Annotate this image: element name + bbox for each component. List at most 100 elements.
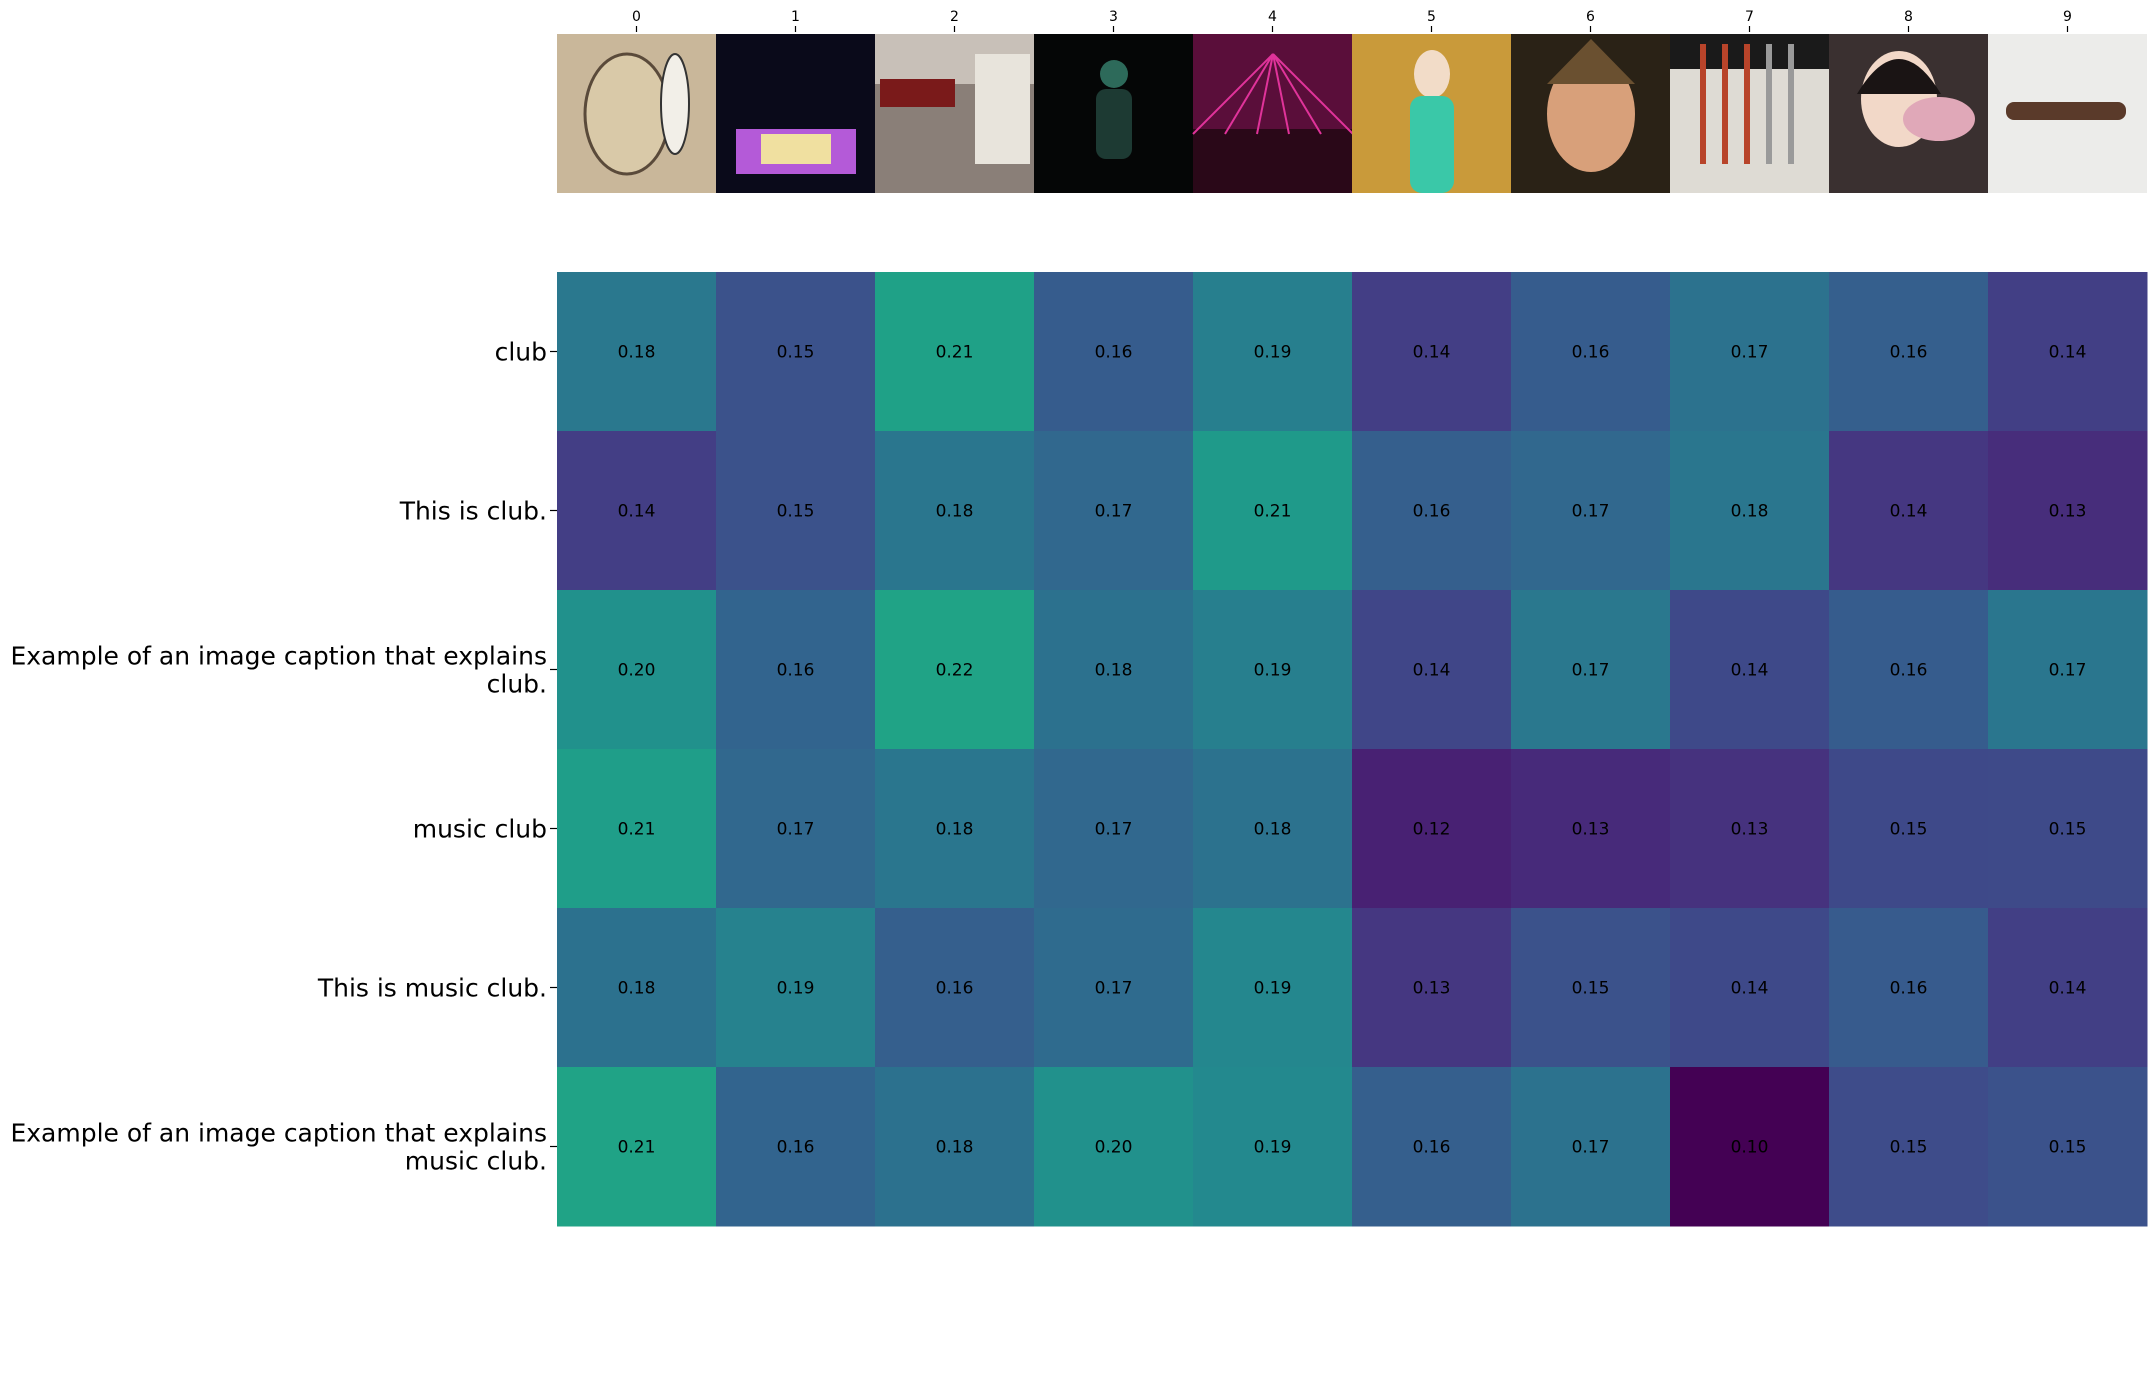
- cell-value-label: 0.16: [1413, 502, 1451, 522]
- cell-value-label: 0.16: [777, 661, 815, 681]
- cell-value-label: 0.13: [1731, 820, 1769, 840]
- cell-value-label: 0.14: [1413, 661, 1451, 681]
- heatmap-cell: [1034, 1067, 1194, 1227]
- cell-value-label: 0.15: [1890, 1138, 1928, 1158]
- heatmap-cell: [1829, 431, 1989, 591]
- man-portrait-photo: [1511, 34, 1670, 193]
- cell-value-label: 0.14: [1731, 661, 1769, 681]
- cell-value-label: 0.21: [936, 343, 974, 363]
- heatmap-cell: [557, 431, 717, 591]
- cell-value-label: 0.19: [1254, 661, 1292, 681]
- concert-stage-photo: [716, 34, 875, 193]
- cell-value-label: 0.17: [777, 820, 815, 840]
- heatmap-cell: [1193, 272, 1353, 432]
- heatmap-cell: [1670, 749, 1830, 909]
- cell-value-label: 0.16: [936, 979, 974, 999]
- heatmap-cell: [1352, 272, 1512, 432]
- heatmap-cell: [1829, 1067, 1989, 1227]
- cell-value-label: 0.14: [1731, 979, 1769, 999]
- heatmap-cell: [716, 272, 876, 432]
- x-tick-label: 2: [950, 9, 959, 25]
- y-tick-label: This is music club.: [317, 974, 547, 1003]
- cell-value-label: 0.18: [936, 502, 974, 522]
- heatmap-cell: [1193, 590, 1353, 750]
- storefront-club-photo: [875, 34, 1034, 193]
- cell-value-label: 0.17: [1731, 343, 1769, 363]
- heatmap-cell: [1034, 431, 1194, 591]
- heatmap-cell: [557, 908, 717, 1068]
- heatmap-cell: [1193, 431, 1353, 591]
- cell-value-label: 0.16: [1890, 979, 1928, 999]
- heatmap-cell: [1511, 272, 1671, 432]
- heatmap-cell: [1829, 749, 1989, 909]
- heatmap-cell: [1352, 590, 1512, 750]
- heatmap-cell: [716, 908, 876, 1068]
- cell-value-label: 0.10: [1731, 1138, 1769, 1158]
- heatmap-cell: [1988, 1067, 2148, 1227]
- heatmap-cell: [1193, 908, 1353, 1068]
- heatmap-cell: [716, 590, 876, 750]
- x-tick-label: 1: [791, 9, 800, 25]
- heatmap-cell: [1670, 590, 1830, 750]
- heatmap-cell: [1511, 590, 1671, 750]
- cell-value-label: 0.16: [1890, 661, 1928, 681]
- x-tick-label: 5: [1427, 9, 1436, 25]
- heatmap-cell: [716, 749, 876, 909]
- cell-value-label: 0.15: [1572, 979, 1610, 999]
- heatmap-cell: [875, 590, 1035, 750]
- cell-value-label: 0.17: [1572, 502, 1610, 522]
- cell-value-label: 0.14: [618, 502, 656, 522]
- x-tick-label: 3: [1109, 9, 1118, 25]
- cell-value-label: 0.21: [618, 820, 656, 840]
- heatmap-cell: [1193, 749, 1353, 909]
- cell-value-label: 0.13: [1572, 820, 1610, 840]
- heatmap-cell: [1670, 908, 1830, 1068]
- heatmap-cell: [875, 272, 1035, 432]
- cell-value-label: 0.22: [936, 661, 974, 681]
- cell-value-label: 0.17: [1095, 979, 1133, 999]
- heatmap-cell: [1670, 431, 1830, 591]
- heatmap-cell: [1670, 1067, 1830, 1227]
- image-thumbnails: [557, 34, 2147, 193]
- cell-value-label: 0.19: [1254, 343, 1292, 363]
- cell-value-label: 0.20: [1095, 1138, 1133, 1158]
- cell-value-label: 0.21: [1254, 502, 1292, 522]
- heatmap-cell: [1511, 1067, 1671, 1227]
- heatmap-cell: [557, 272, 717, 432]
- girl-with-sign-photo: [1829, 34, 1988, 193]
- heatmap-cell: [1988, 431, 2148, 591]
- cell-value-label: 0.14: [2049, 979, 2087, 999]
- cell-value-label: 0.15: [777, 343, 815, 363]
- x-tick-label: 8: [1904, 9, 1913, 25]
- cell-value-label: 0.18: [618, 343, 656, 363]
- heatmap-cell: [1193, 1067, 1353, 1227]
- heatmap-cell: [557, 749, 717, 909]
- heatmap-cell: [1034, 908, 1194, 1068]
- cell-value-label: 0.17: [1095, 502, 1133, 522]
- heatmap-cell: [1034, 272, 1194, 432]
- heatmap-cell: [1988, 272, 2148, 432]
- heatmap-cell: [1670, 272, 1830, 432]
- cell-value-label: 0.19: [777, 979, 815, 999]
- cell-value-label: 0.15: [1890, 820, 1928, 840]
- cell-value-label: 0.15: [2049, 820, 2087, 840]
- cylinder-object-photo: [1988, 34, 2147, 193]
- heatmap-cell: [1352, 749, 1512, 909]
- cell-value-label: 0.15: [777, 502, 815, 522]
- y-tick-label: music club: [413, 815, 547, 844]
- cell-value-label: 0.19: [1254, 1138, 1292, 1158]
- heatmap-cell: [1988, 590, 2148, 750]
- cell-value-label: 0.17: [1572, 661, 1610, 681]
- heatmap-cell: [1034, 749, 1194, 909]
- x-tick-label: 6: [1586, 9, 1595, 25]
- heatmap-cell: [1988, 749, 2148, 909]
- cell-value-label: 0.20: [618, 661, 656, 681]
- mannequin-lights-photo: [1352, 34, 1511, 193]
- y-tick-label: club: [495, 338, 547, 367]
- heatmap-cell: [557, 1067, 717, 1227]
- heatmap-cells: 0.18 0.15 0.21 0.16 0.19 0.14 0.16 0.17 0.16 0.14…: [557, 272, 2148, 1227]
- cell-value-label: 0.17: [1095, 820, 1133, 840]
- cell-value-label: 0.17: [1572, 1138, 1610, 1158]
- cell-value-label: 0.17: [2049, 661, 2087, 681]
- cell-value-label: 0.16: [777, 1138, 815, 1158]
